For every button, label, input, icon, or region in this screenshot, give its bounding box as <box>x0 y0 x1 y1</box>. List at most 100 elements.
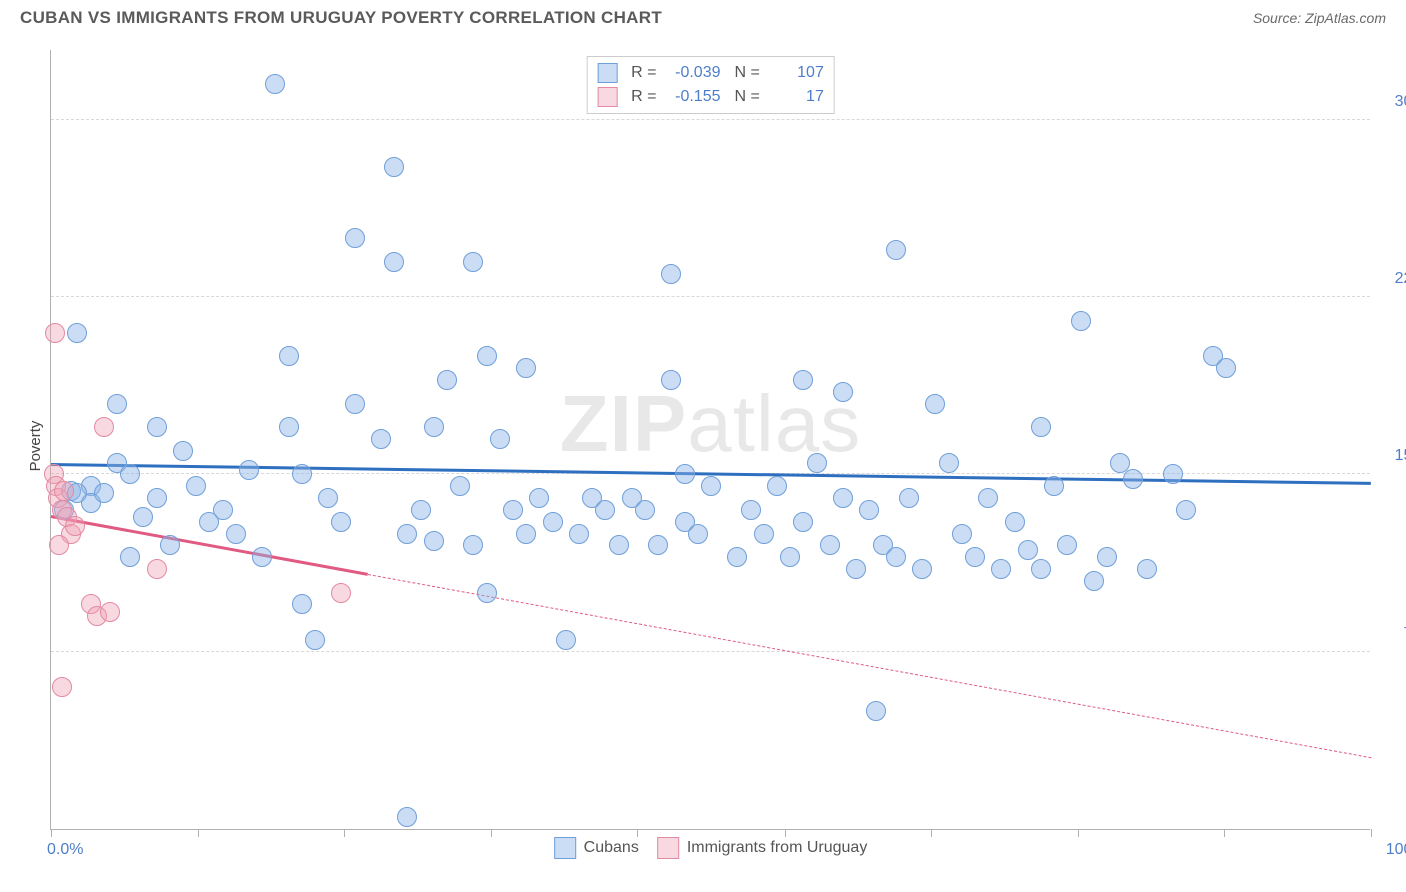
data-point <box>279 346 299 366</box>
data-point <box>899 488 919 508</box>
data-point <box>94 483 114 503</box>
data-point <box>965 547 985 567</box>
data-point <box>52 677 72 697</box>
data-point <box>793 370 813 390</box>
data-point <box>345 394 365 414</box>
data-point <box>1216 358 1236 378</box>
data-point <box>397 524 417 544</box>
data-point <box>371 429 391 449</box>
data-point <box>556 630 576 650</box>
data-point <box>292 464 312 484</box>
data-point <box>49 535 69 555</box>
data-point <box>1110 453 1130 473</box>
data-point <box>661 370 681 390</box>
data-point <box>886 547 906 567</box>
data-point <box>305 630 325 650</box>
x-tick <box>51 829 52 837</box>
gridline <box>51 651 1370 652</box>
data-point <box>820 535 840 555</box>
data-point <box>807 453 827 473</box>
data-point <box>252 547 272 567</box>
data-point <box>609 535 629 555</box>
chart-header: CUBAN VS IMMIGRANTS FROM URUGUAY POVERTY… <box>0 0 1406 32</box>
data-point <box>424 531 444 551</box>
data-point <box>688 524 708 544</box>
x-tick <box>931 829 932 837</box>
data-point <box>54 481 74 501</box>
x-tick <box>637 829 638 837</box>
data-point <box>1044 476 1064 496</box>
data-point <box>318 488 338 508</box>
x-tick-label: 100.0% <box>1386 841 1406 859</box>
data-point <box>1031 559 1051 579</box>
trend-line-dashed <box>368 574 1371 758</box>
data-point <box>186 476 206 496</box>
data-point <box>147 559 167 579</box>
data-point <box>516 358 536 378</box>
data-point <box>793 512 813 532</box>
n-value-cubans: 107 <box>768 64 824 82</box>
data-point <box>767 476 787 496</box>
data-point <box>279 417 299 437</box>
data-point <box>463 535 483 555</box>
data-point <box>846 559 866 579</box>
data-point <box>1123 469 1143 489</box>
data-point <box>1084 571 1104 591</box>
x-tick <box>198 829 199 837</box>
data-point <box>912 559 932 579</box>
scatter-chart: ZIPatlas R = -0.039 N = 107 R = -0.155 N… <box>50 50 1370 830</box>
data-point <box>226 524 246 544</box>
data-point <box>991 559 1011 579</box>
data-point <box>490 429 510 449</box>
data-point <box>661 264 681 284</box>
data-point <box>1137 559 1157 579</box>
data-point <box>384 252 404 272</box>
legend-item-uruguay: Immigrants from Uruguay <box>657 837 868 859</box>
data-point <box>120 547 140 567</box>
data-point <box>529 488 549 508</box>
data-point <box>543 512 563 532</box>
x-tick <box>1078 829 1079 837</box>
data-point <box>199 512 219 532</box>
data-point <box>1176 500 1196 520</box>
y-tick-label: 15.0% <box>1395 447 1406 465</box>
legend-row-uruguay: R = -0.155 N = 17 <box>597 85 824 109</box>
data-point <box>173 441 193 461</box>
n-label: N = <box>735 64 760 82</box>
data-point <box>833 382 853 402</box>
data-point <box>160 535 180 555</box>
data-point <box>239 460 259 480</box>
data-point <box>741 500 761 520</box>
data-point <box>701 476 721 496</box>
data-point <box>331 583 351 603</box>
chart-source: Source: ZipAtlas.com <box>1253 10 1386 26</box>
data-point <box>292 594 312 614</box>
data-point <box>569 524 589 544</box>
r-value-uruguay: -0.155 <box>665 88 721 106</box>
data-point <box>147 488 167 508</box>
x-tick <box>1224 829 1225 837</box>
chart-title: CUBAN VS IMMIGRANTS FROM URUGUAY POVERTY… <box>20 8 662 28</box>
data-point <box>67 323 87 343</box>
legend-label-uruguay: Immigrants from Uruguay <box>687 839 868 857</box>
data-point <box>952 524 972 544</box>
y-axis-label: Poverty <box>27 421 44 472</box>
data-point <box>133 507 153 527</box>
data-point <box>397 807 417 827</box>
legend-swatch-uruguay <box>597 87 617 107</box>
data-point <box>859 500 879 520</box>
data-point <box>331 512 351 532</box>
data-point <box>648 535 668 555</box>
data-point <box>94 417 114 437</box>
x-tick <box>785 829 786 837</box>
data-point <box>1097 547 1117 567</box>
y-tick-label: 22.5% <box>1395 270 1406 288</box>
r-label: R = <box>631 88 656 106</box>
gridline <box>51 296 1370 297</box>
data-point <box>503 500 523 520</box>
gridline <box>51 119 1370 120</box>
legend-label-cubans: Cubans <box>584 839 639 857</box>
series-legend: Cubans Immigrants from Uruguay <box>554 837 868 859</box>
data-point <box>1163 464 1183 484</box>
data-point <box>595 500 615 520</box>
